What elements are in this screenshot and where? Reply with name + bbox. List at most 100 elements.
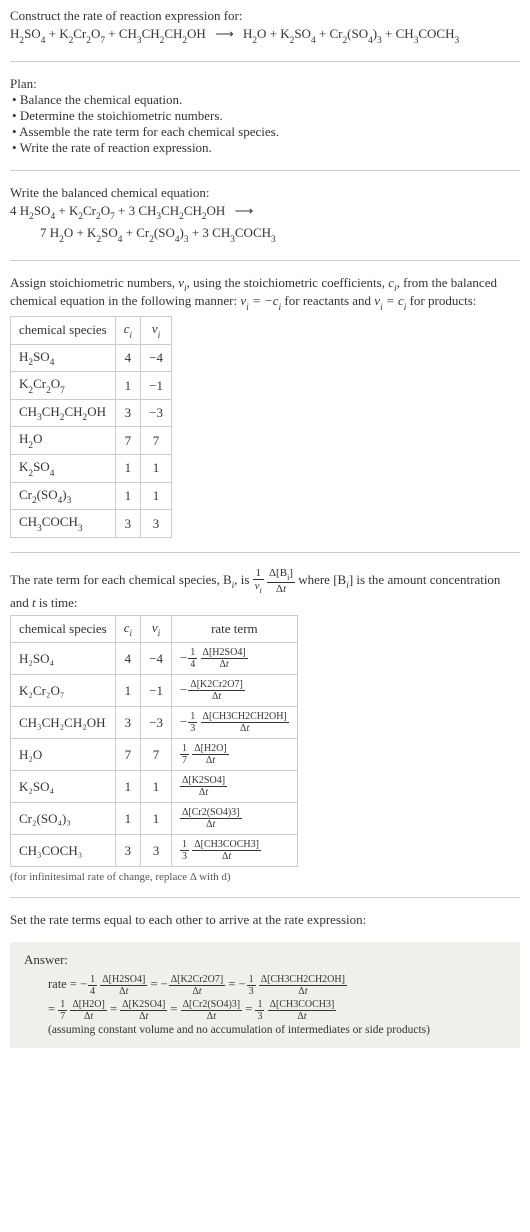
nu-cell: −4 — [141, 643, 172, 675]
nu-cell: −4 — [141, 344, 172, 372]
balanced-section: Write the balanced chemical equation: 4 … — [10, 185, 520, 246]
col-c: ci — [115, 615, 140, 643]
text: where [B — [298, 572, 346, 587]
rate-term-cell: −13 Δ[CH3CH2CH2OH]Δt — [171, 707, 297, 739]
species-cell: CH3CH2CH2OH — [11, 399, 116, 427]
relation: νi = −ci — [240, 293, 281, 308]
c-cell: 3 — [115, 399, 140, 427]
product: H2O — [50, 225, 73, 240]
species-cell: K₂Cr₂O₇ — [11, 675, 116, 707]
species-cell: CH₃CH₂CH₂OH — [11, 707, 116, 739]
rate-term-cell: −14 Δ[H2SO4]Δt — [171, 643, 297, 675]
subscript-i: i — [232, 581, 235, 591]
relation: νi = ci — [374, 293, 406, 308]
text: is time: — [36, 595, 78, 610]
nu-cell: −3 — [141, 399, 172, 427]
table-row: CH3CH2CH2OH3−3 — [11, 399, 172, 427]
plan-title: Plan: — [10, 76, 520, 92]
c-cell: 1 — [115, 455, 140, 483]
text: , using the stoichiometric coefficients, — [187, 275, 389, 290]
stoich-table: chemical species ci νi H2SO44−4 K2Cr2O71… — [10, 316, 172, 538]
col-species: chemical species — [11, 615, 116, 643]
nu-cell: 7 — [141, 739, 172, 771]
table-row: Cr₂(SO₄)₃11Δ[Cr2(SO4)3]Δt — [11, 803, 298, 835]
balanced-equation-rhs: 7 H2O + K2SO4 + Cr2(SO4)3 + 3 CH3COCH3 — [10, 223, 520, 246]
table-row: H2SO44−4 — [11, 344, 172, 372]
answer-box: Answer: rate = −14 Δ[H2SO4]Δt = −Δ[K2Cr2… — [10, 942, 520, 1048]
answer-line-1: rate = −14 Δ[H2SO4]Δt = −Δ[K2Cr2O7]Δt = … — [24, 972, 506, 997]
rate-term-cell: Δ[K2SO4]Δt — [171, 771, 297, 803]
stoich-section: Assign stoichiometric numbers, νi, using… — [10, 275, 520, 538]
c-symbol: ci — [388, 275, 396, 290]
prompt-text: Construct the rate of reaction expressio… — [10, 8, 520, 24]
generic-rate-term: 1νi Δ[Bi]Δt — [253, 572, 299, 587]
table-row: CH3COCH333 — [11, 510, 172, 538]
c-cell: 7 — [115, 739, 140, 771]
divider — [10, 897, 520, 898]
species-cell: H2SO4 — [11, 344, 116, 372]
reactant: K2Cr2O7 — [69, 203, 115, 218]
plan-item: Balance the chemical equation. — [12, 92, 520, 108]
answer-label: Answer: — [24, 952, 506, 968]
divider — [10, 170, 520, 171]
divider — [10, 61, 520, 62]
coef: 7 — [40, 225, 47, 240]
balanced-title: Write the balanced chemical equation: — [10, 185, 520, 201]
product: Cr2(SO4)3 — [136, 225, 188, 240]
plan-item: Determine the stoichiometric numbers. — [12, 108, 520, 124]
rate-intro: The rate term for each chemical species,… — [10, 567, 520, 611]
nu-cell: −1 — [141, 675, 172, 707]
reaction-arrow: ⟶ — [209, 26, 240, 41]
table-row: H2O77 — [11, 427, 172, 455]
plan-item: Assemble the rate term for each chemical… — [12, 124, 520, 140]
product: CH3COCH3 — [396, 26, 460, 41]
reactant: H2SO4 — [20, 203, 55, 218]
nu-symbol: νi — [178, 275, 186, 290]
col-species: chemical species — [11, 317, 116, 345]
c-cell: 1 — [115, 482, 140, 510]
final-intro: Set the rate terms equal to each other t… — [10, 912, 520, 928]
rate-section: The rate term for each chemical species,… — [10, 567, 520, 884]
table-row: H₂SO₄4−4−14 Δ[H2SO4]Δt — [11, 643, 298, 675]
subscript-i: i — [346, 581, 349, 591]
product: CH3COCH3 — [212, 225, 276, 240]
species-cell: CH3COCH3 — [11, 510, 116, 538]
reactant: K2Cr2O7 — [59, 26, 105, 41]
nu-cell: 7 — [141, 427, 172, 455]
c-cell: 1 — [115, 771, 140, 803]
c-cell: 4 — [115, 643, 140, 675]
c-cell: 4 — [115, 344, 140, 372]
plan-item: Write the rate of reaction expression. — [12, 140, 520, 156]
text: for reactants and — [281, 293, 374, 308]
col-nu: νi — [141, 615, 172, 643]
prompt-section: Construct the rate of reaction expressio… — [10, 8, 520, 47]
product: K2SO4 — [87, 225, 122, 240]
species-cell: H₂SO₄ — [11, 643, 116, 675]
plan-section: Plan: Balance the chemical equation. Det… — [10, 76, 520, 156]
species-cell: Cr2(SO4)3 — [11, 482, 116, 510]
final-section: Set the rate terms equal to each other t… — [10, 912, 520, 928]
c-cell: 1 — [115, 372, 140, 400]
species-cell: K2SO4 — [11, 455, 116, 483]
table-row: K2SO411 — [11, 455, 172, 483]
col-nu: νi — [141, 317, 172, 345]
text: , is — [234, 572, 252, 587]
divider — [10, 552, 520, 553]
plan-list: Balance the chemical equation. Determine… — [10, 92, 520, 156]
rate-term-cell: Δ[Cr2(SO4)3]Δt — [171, 803, 297, 835]
species-cell: H₂O — [11, 739, 116, 771]
coef: 3 — [129, 203, 136, 218]
col-rate-term: rate term — [171, 615, 297, 643]
table-header-row: chemical species ci νi rate term — [11, 615, 298, 643]
nu-cell: 1 — [141, 803, 172, 835]
species-cell: K2Cr2O7 — [11, 372, 116, 400]
product: Cr2(SO4)3 — [329, 26, 381, 41]
c-cell: 3 — [115, 707, 140, 739]
divider — [10, 260, 520, 261]
nu-cell: 1 — [141, 771, 172, 803]
frac-den: Δt — [267, 583, 295, 595]
coef: 3 — [202, 225, 209, 240]
table-row: Cr2(SO4)311 — [11, 482, 172, 510]
species-cell: H2O — [11, 427, 116, 455]
reactant: CH3CH2CH2OH — [119, 26, 206, 41]
